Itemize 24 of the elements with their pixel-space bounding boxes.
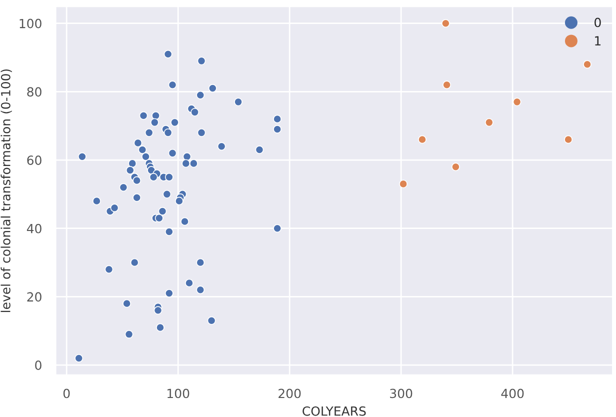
point bbox=[399, 180, 408, 188]
y-tick-label: 60 bbox=[27, 155, 42, 165]
y-axis-title: level of colonial transformation (0-100) bbox=[0, 69, 12, 312]
y-tick-label: 40 bbox=[26, 224, 42, 234]
point bbox=[583, 60, 592, 69]
x-tick-label: 300 bbox=[390, 388, 412, 398]
x-tick-label: 0 bbox=[63, 388, 70, 398]
x-axis-title: COLYEARS bbox=[302, 406, 366, 416]
y-tick-label: 0 bbox=[35, 360, 42, 370]
legend-label: 1 bbox=[595, 36, 601, 46]
point bbox=[512, 98, 522, 106]
point bbox=[564, 135, 573, 144]
x-tick-label: 400 bbox=[501, 388, 524, 398]
y-tick-label: 80 bbox=[27, 87, 42, 97]
point bbox=[418, 135, 426, 144]
y-tick-label: 20 bbox=[27, 292, 42, 302]
point bbox=[451, 162, 460, 172]
x-tick-label: 100 bbox=[168, 388, 190, 398]
x-tick-label: 200 bbox=[278, 388, 301, 398]
point bbox=[441, 19, 450, 28]
y-tick-label: 100 bbox=[20, 18, 42, 28]
point bbox=[484, 118, 494, 127]
legend-label: 0 bbox=[594, 18, 601, 28]
point bbox=[442, 80, 452, 90]
